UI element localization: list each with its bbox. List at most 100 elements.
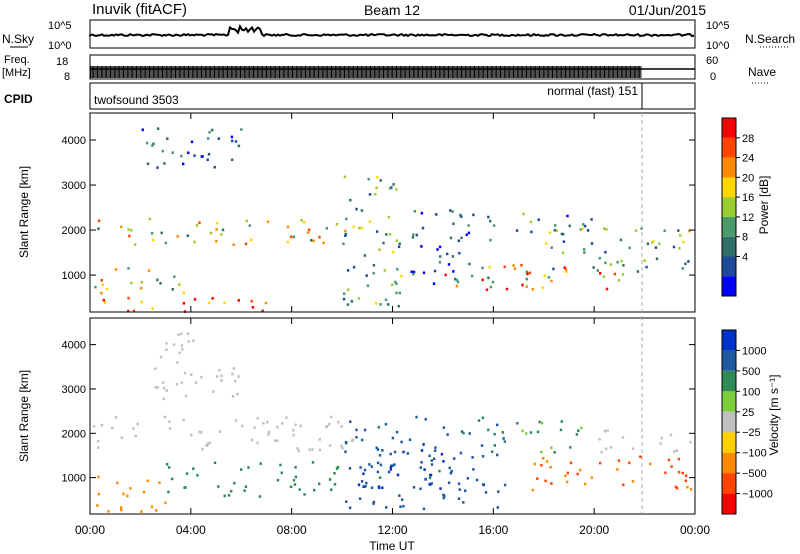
data-cell bbox=[164, 241, 167, 245]
data-cell bbox=[213, 165, 216, 169]
data-cell bbox=[487, 276, 490, 280]
power-colorbar-label: Power [dB] bbox=[757, 176, 771, 235]
data-cell bbox=[362, 485, 365, 488]
data-cell bbox=[231, 395, 235, 398]
data-cell bbox=[376, 448, 380, 451]
data-cell bbox=[530, 230, 533, 234]
data-cell bbox=[516, 422, 519, 425]
data-cell bbox=[460, 215, 463, 218]
colorbar-tick-label: 1000 bbox=[742, 345, 766, 357]
data-cell bbox=[348, 506, 352, 510]
data-cell bbox=[628, 461, 631, 465]
data-cell bbox=[141, 128, 144, 132]
nsearch-tick-top: 10^5 bbox=[706, 20, 730, 32]
data-cell bbox=[559, 428, 563, 432]
data-cell bbox=[240, 468, 243, 471]
data-cell bbox=[312, 239, 315, 243]
data-cell bbox=[529, 431, 533, 434]
cpid-left-program: twofsound 3503 bbox=[94, 93, 179, 107]
data-cell bbox=[520, 263, 523, 267]
data-cell bbox=[568, 224, 571, 228]
data-cell bbox=[522, 212, 525, 216]
data-cell bbox=[538, 420, 541, 424]
data-cell bbox=[565, 270, 568, 273]
data-cell bbox=[168, 427, 172, 430]
data-cell bbox=[355, 428, 358, 432]
data-cell bbox=[548, 231, 552, 235]
data-cell bbox=[678, 247, 681, 250]
data-cell bbox=[415, 233, 418, 237]
data-cell bbox=[401, 498, 404, 501]
data-cell bbox=[602, 275, 606, 278]
data-cell bbox=[581, 227, 584, 230]
colorbar-frame bbox=[721, 117, 737, 297]
data-cell bbox=[335, 223, 339, 226]
data-cell bbox=[583, 251, 586, 254]
data-cell bbox=[503, 265, 506, 269]
data-cell bbox=[491, 280, 495, 284]
data-cell bbox=[207, 137, 210, 140]
data-cell bbox=[333, 483, 337, 486]
data-cell bbox=[462, 431, 465, 435]
data-cell bbox=[512, 264, 515, 267]
data-cell bbox=[420, 211, 424, 215]
data-cell bbox=[428, 454, 431, 458]
data-cell bbox=[207, 301, 211, 305]
nsky-tick-top: 10^5 bbox=[48, 20, 72, 32]
data-cell bbox=[447, 481, 451, 484]
data-cell bbox=[533, 462, 536, 466]
data-cell bbox=[636, 270, 640, 273]
data-cell bbox=[360, 209, 364, 212]
data-cell bbox=[621, 273, 625, 276]
data-cell bbox=[114, 268, 118, 271]
data-cell bbox=[363, 468, 367, 472]
cpid-label: CPID bbox=[4, 92, 33, 106]
data-cell bbox=[340, 425, 343, 428]
data-cell bbox=[603, 227, 606, 230]
data-cell bbox=[389, 452, 392, 456]
data-cell bbox=[550, 482, 553, 485]
data-cell bbox=[448, 466, 451, 470]
data-cell bbox=[392, 250, 395, 254]
data-cell bbox=[151, 144, 154, 147]
data-cell bbox=[531, 287, 534, 291]
data-cell bbox=[438, 469, 441, 473]
data-cell bbox=[243, 489, 246, 492]
nsky-label: N.Sky bbox=[2, 32, 34, 46]
data-cell bbox=[460, 236, 463, 240]
data-cell bbox=[292, 429, 295, 432]
data-cell bbox=[582, 248, 586, 251]
data-cell bbox=[398, 291, 401, 295]
data-cell bbox=[385, 233, 388, 236]
data-cell bbox=[209, 231, 213, 235]
data-cell bbox=[616, 468, 619, 471]
data-cell bbox=[241, 424, 244, 428]
data-cell bbox=[552, 267, 555, 271]
data-cell bbox=[481, 278, 484, 282]
data-cell bbox=[449, 209, 452, 212]
velocity-y-axis: 1000 2000 3000 4000 bbox=[62, 340, 695, 485]
data-cell bbox=[599, 272, 602, 275]
data-cell bbox=[200, 431, 203, 434]
data-cell bbox=[377, 426, 380, 429]
data-cell bbox=[120, 506, 123, 509]
data-cell bbox=[211, 297, 214, 300]
data-cell bbox=[358, 226, 361, 230]
data-cell bbox=[330, 488, 333, 491]
data-cell bbox=[496, 423, 499, 427]
data-cell bbox=[182, 291, 185, 295]
data-cell bbox=[217, 485, 220, 488]
data-cell bbox=[262, 421, 265, 425]
data-cell bbox=[140, 300, 143, 304]
data-cell bbox=[619, 238, 623, 242]
data-cell bbox=[411, 236, 415, 239]
data-cell bbox=[457, 239, 460, 243]
data-cell bbox=[267, 433, 270, 436]
data-cell bbox=[348, 467, 352, 470]
data-cell bbox=[397, 304, 400, 308]
data-cell bbox=[293, 483, 297, 486]
data-cell bbox=[489, 238, 492, 242]
data-cell bbox=[100, 291, 103, 295]
data-cell bbox=[374, 193, 377, 196]
